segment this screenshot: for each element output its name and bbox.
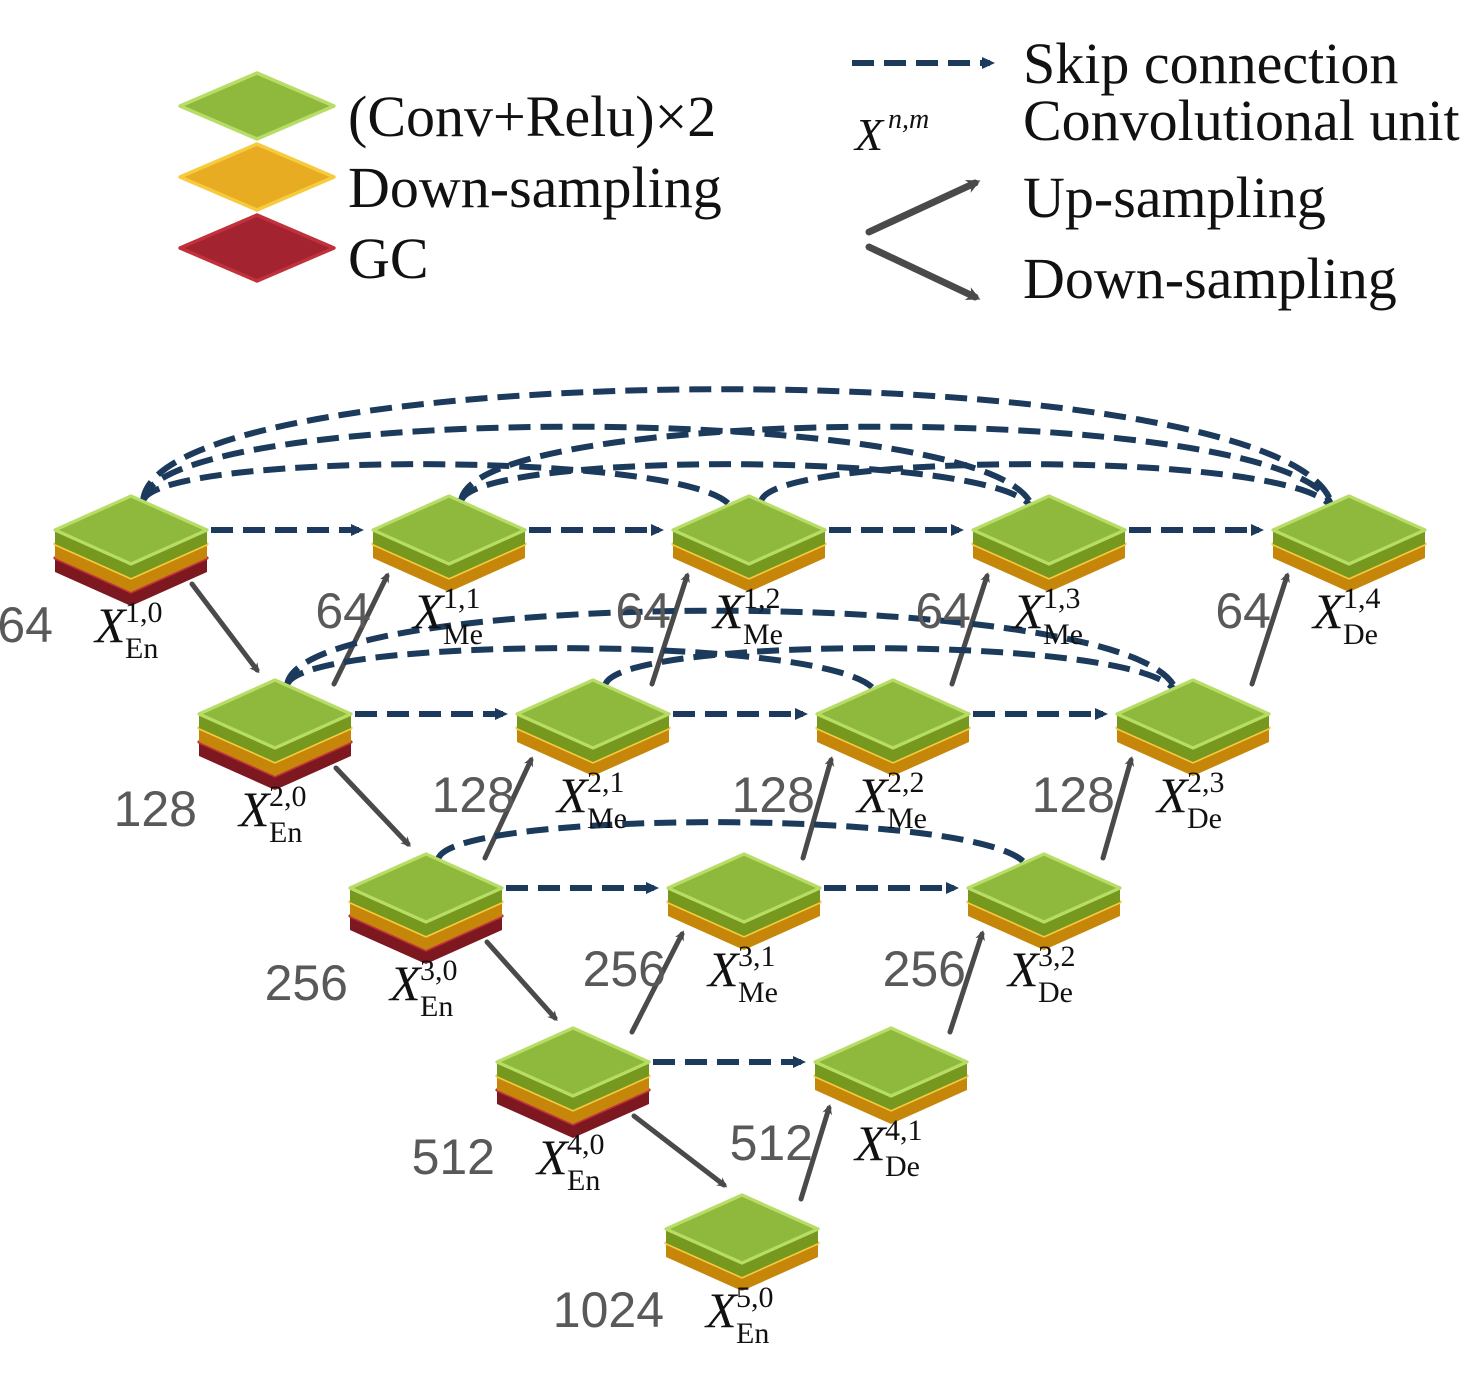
- svg-text:256: 256: [583, 941, 666, 997]
- svg-text:X: X: [1311, 583, 1346, 639]
- svg-text:X: X: [555, 767, 590, 823]
- svg-text:X: X: [237, 781, 272, 837]
- svg-text:Down-sampling: Down-sampling: [1023, 246, 1397, 311]
- svg-text:128: 128: [114, 781, 197, 837]
- svg-text:128: 128: [1032, 767, 1115, 823]
- svg-text:De: De: [1343, 618, 1378, 651]
- svg-text:3,0: 3,0: [420, 954, 458, 987]
- svg-text:Me: Me: [887, 802, 927, 835]
- svg-text:256: 256: [883, 941, 966, 997]
- svg-text:Me: Me: [587, 802, 627, 835]
- svg-text:1024: 1024: [553, 1282, 664, 1338]
- svg-text:1,0: 1,0: [125, 596, 163, 629]
- svg-text:2,1: 2,1: [587, 766, 625, 799]
- svg-text:Me: Me: [738, 976, 778, 1009]
- svg-text:1,3: 1,3: [1043, 582, 1081, 615]
- svg-text:X: X: [706, 941, 741, 997]
- svg-text:3,2: 3,2: [1038, 940, 1076, 973]
- svg-text:4,1: 4,1: [885, 1114, 923, 1147]
- svg-text:En: En: [736, 1317, 769, 1350]
- svg-text:64: 64: [0, 597, 53, 653]
- svg-text:Me: Me: [743, 618, 783, 651]
- svg-text:X: X: [853, 109, 885, 160]
- svg-text:128: 128: [732, 767, 815, 823]
- svg-text:64: 64: [1215, 583, 1271, 639]
- svg-text:2,0: 2,0: [269, 780, 307, 813]
- svg-text:X: X: [411, 583, 446, 639]
- svg-text:En: En: [125, 632, 158, 665]
- svg-text:Me: Me: [1043, 618, 1083, 651]
- svg-text:En: En: [567, 1164, 600, 1197]
- svg-text:4,0: 4,0: [567, 1128, 605, 1161]
- svg-text:512: 512: [412, 1129, 495, 1185]
- svg-text:X: X: [535, 1129, 570, 1185]
- svg-text:2,2: 2,2: [887, 766, 925, 799]
- svg-text:(Conv+Relu)×2: (Conv+Relu)×2: [348, 84, 716, 149]
- svg-text:Up-sampling: Up-sampling: [1023, 165, 1326, 230]
- svg-text:256: 256: [265, 955, 348, 1011]
- svg-text:En: En: [269, 816, 302, 849]
- svg-text:64: 64: [315, 583, 371, 639]
- svg-text:X: X: [1006, 941, 1041, 997]
- svg-text:GC: GC: [348, 226, 429, 291]
- svg-text:De: De: [1187, 802, 1222, 835]
- svg-text:1,4: 1,4: [1343, 582, 1381, 615]
- svg-text:De: De: [1038, 976, 1073, 1009]
- svg-text:128: 128: [432, 767, 515, 823]
- svg-text:512: 512: [730, 1115, 813, 1171]
- svg-text:5,0: 5,0: [736, 1281, 774, 1314]
- svg-text:X: X: [1155, 767, 1190, 823]
- svg-text:64: 64: [615, 583, 671, 639]
- svg-text:Down-sampling: Down-sampling: [348, 155, 722, 220]
- svg-text:3,1: 3,1: [738, 940, 776, 973]
- svg-text:X: X: [93, 597, 128, 653]
- svg-text:De: De: [885, 1150, 920, 1183]
- svg-text:1,1: 1,1: [443, 582, 481, 615]
- svg-text:Skip connection: Skip connection: [1023, 31, 1398, 96]
- svg-text:X: X: [704, 1282, 739, 1338]
- svg-text:64: 64: [915, 583, 971, 639]
- svg-text:X: X: [853, 1115, 888, 1171]
- svg-text:En: En: [420, 990, 453, 1023]
- svg-text:X: X: [855, 767, 890, 823]
- svg-text:X: X: [711, 583, 746, 639]
- svg-text:n,m: n,m: [888, 104, 929, 135]
- svg-text:2,3: 2,3: [1187, 766, 1225, 799]
- svg-text:1,2: 1,2: [743, 582, 781, 615]
- svg-text:X: X: [1011, 583, 1046, 639]
- svg-text:X: X: [388, 955, 423, 1011]
- svg-text:Me: Me: [443, 618, 483, 651]
- svg-text:Convolutional unit: Convolutional unit: [1023, 88, 1460, 153]
